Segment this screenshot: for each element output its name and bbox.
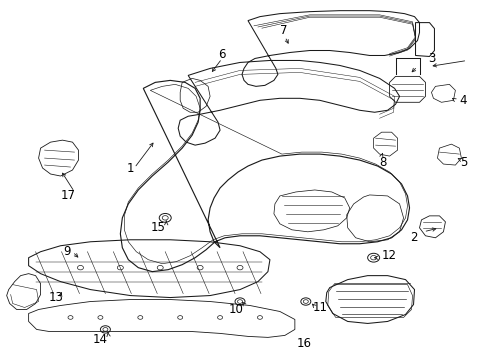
Text: 16: 16 (296, 337, 311, 350)
Text: 11: 11 (312, 301, 326, 314)
Text: 1: 1 (126, 162, 134, 175)
Text: 7: 7 (280, 24, 287, 37)
Text: 2: 2 (409, 231, 416, 244)
Text: 10: 10 (228, 303, 243, 316)
Text: 12: 12 (381, 249, 396, 262)
Text: 4: 4 (459, 94, 466, 107)
Text: 3: 3 (427, 52, 434, 65)
Text: 17: 17 (61, 189, 76, 202)
Text: 14: 14 (93, 333, 108, 346)
Text: 5: 5 (459, 156, 466, 168)
Text: 8: 8 (378, 156, 386, 168)
Text: 13: 13 (49, 291, 64, 304)
Text: 6: 6 (218, 48, 225, 61)
Text: 9: 9 (62, 245, 70, 258)
Text: 15: 15 (150, 221, 165, 234)
